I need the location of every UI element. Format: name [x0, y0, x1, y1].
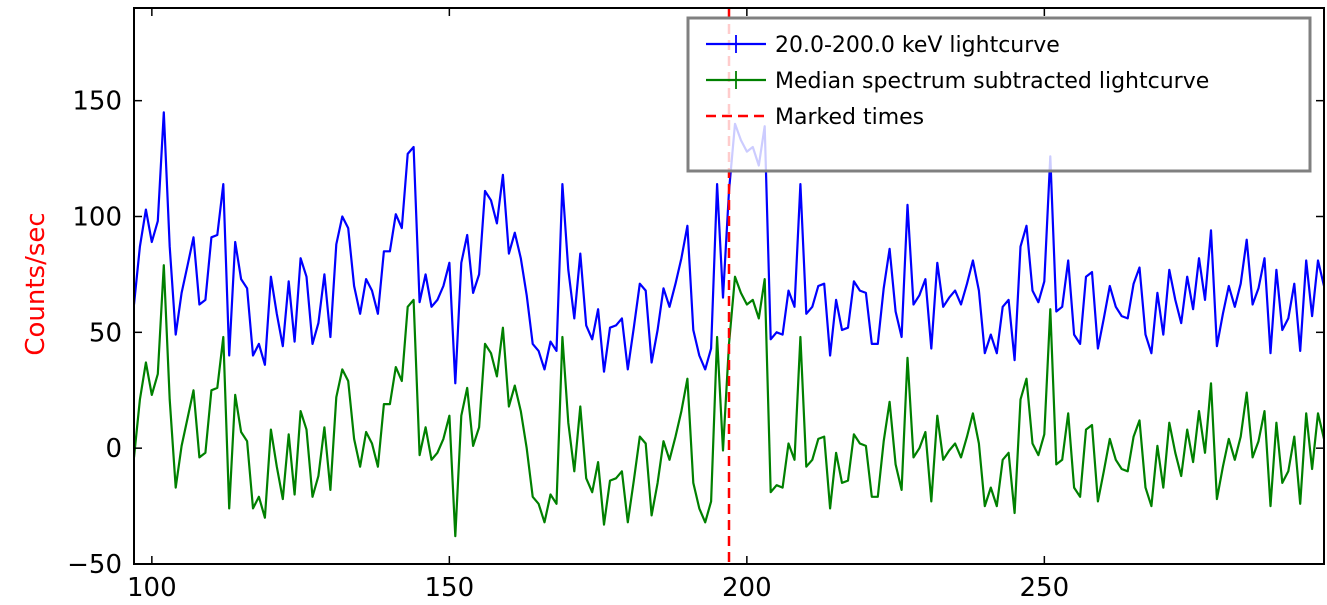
y-tick-label: 150 — [72, 87, 122, 117]
x-axis: 100 150 200 250 — [127, 8, 1069, 603]
legend-entry-1: 20.0-200.0 keV lightcurve — [706, 33, 1060, 58]
legend: 20.0-200.0 keV lightcurve Median spectrum… — [686, 16, 1312, 173]
series-line-2 — [134, 264, 1324, 538]
x-tick-label: 150 — [425, 573, 475, 603]
legend-label: 20.0-200.0 keV lightcurve — [775, 33, 1060, 58]
y-tick-label: 50 — [89, 318, 122, 348]
x-tick-label: 250 — [1020, 573, 1070, 603]
legend-label: Marked times — [775, 105, 924, 130]
y-axis-label: Counts/sec — [21, 212, 51, 355]
x-tick-label: 100 — [127, 573, 177, 603]
plot-frame — [133, 7, 1325, 565]
legend-frame — [686, 16, 1312, 173]
legend-entry-3: Marked times — [706, 105, 924, 130]
legend-entry-2: Median spectrum subtracted lightcurve — [706, 69, 1209, 94]
y-tick-label: 100 — [72, 203, 122, 233]
y-axis: −50 0 50 100 150 — [67, 87, 1324, 580]
x-tick-label: 200 — [722, 573, 772, 603]
legend-entries: 20.0-200.0 keV lightcurve Median spectrum… — [706, 33, 1209, 130]
y-tick-label: 0 — [105, 434, 122, 464]
y-tick-label: −50 — [67, 550, 122, 580]
legend-label: Median spectrum subtracted lightcurve — [775, 69, 1209, 94]
